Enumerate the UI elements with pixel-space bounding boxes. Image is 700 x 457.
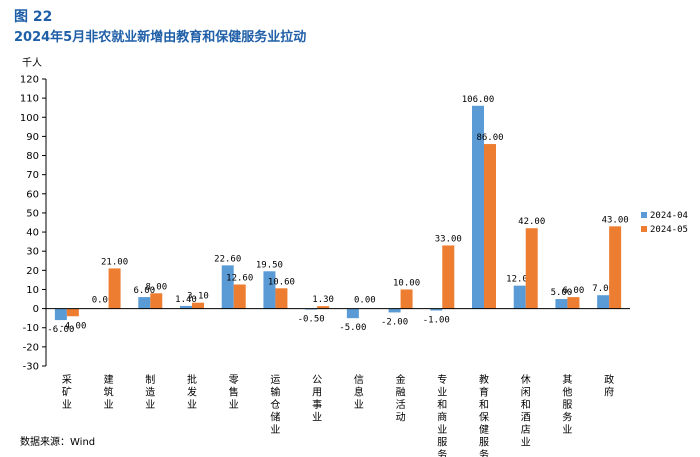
- chart-title: 2024年5月非农就业新增由教育和保健服务业拉动: [14, 30, 307, 45]
- data-label: 33.00: [435, 234, 462, 244]
- data-label: 12.60: [226, 273, 253, 283]
- y-tick-label: 110: [20, 94, 39, 105]
- y-tick-label: 40: [26, 228, 39, 239]
- y-tick-label: 70: [26, 170, 39, 181]
- bar-2024-05-14: [609, 226, 622, 309]
- bar-2024-05-5: [233, 284, 246, 309]
- y-tick-label: 80: [26, 151, 39, 162]
- bar-2024-05-1: [66, 308, 79, 317]
- bar-2024-04-4: [180, 305, 192, 309]
- bar-2024-05-2: [108, 268, 121, 309]
- data-label: 21.00: [101, 257, 128, 267]
- legend-swatch-2024-04: [641, 212, 647, 218]
- category-label-8: 信息业: [354, 374, 364, 411]
- data-label: 10.00: [393, 278, 420, 288]
- category-label-3: 制造业: [145, 373, 155, 411]
- y-tick-label: 50: [26, 208, 39, 219]
- y-tick-label: 0: [33, 304, 39, 315]
- y-tick-label: 120: [20, 75, 39, 86]
- data-label: 106.00: [462, 95, 495, 105]
- y-tick-label: -30: [23, 362, 39, 373]
- bar-2024-05-10: [442, 245, 455, 309]
- data-label: 3.10: [187, 292, 209, 302]
- bar-2024-04-9: [388, 308, 401, 313]
- category-label-11: 教育和保健服务: [479, 373, 489, 457]
- data-label: -4.00: [59, 321, 86, 331]
- data-label: 22.60: [214, 254, 241, 264]
- data-label: 42.00: [518, 217, 545, 227]
- category-label-10: 专业和商业服务: [437, 373, 447, 457]
- bar-2024-05-11: [484, 144, 496, 309]
- bar-2024-05-13: [567, 297, 580, 309]
- data-label: 5.00: [551, 288, 573, 298]
- data-label: 1.40: [175, 295, 197, 305]
- data-label: 8.00: [145, 282, 167, 292]
- figure-number: 图 22: [14, 9, 53, 25]
- y-tick-label: 10: [26, 285, 39, 296]
- data-label: -1.00: [423, 316, 450, 326]
- data-label: 1.30: [312, 295, 334, 305]
- data-label: 6.00: [563, 286, 585, 296]
- data-label: 10.60: [268, 277, 295, 287]
- bar-2024-04-14: [597, 295, 610, 309]
- data-label: 6.00: [133, 286, 155, 296]
- category-label-6: 运输仓储业: [270, 374, 280, 436]
- data-label: -5.00: [339, 323, 366, 333]
- data-source: 数据来源：Wind: [20, 437, 96, 448]
- category-label-9: 金融活动: [396, 373, 406, 424]
- legend-label: 2024-05: [650, 225, 688, 235]
- bar-2024-04-11: [472, 105, 484, 309]
- y-tick-label: -20: [23, 342, 39, 353]
- category-label-14: 政府: [604, 373, 614, 399]
- bar-2024-05-3: [150, 293, 163, 309]
- data-label: -2.00: [381, 317, 408, 327]
- data-label: 12.00: [506, 275, 533, 285]
- bar-2024-05-6: [275, 288, 288, 309]
- bar-2024-04-12: [513, 285, 526, 309]
- data-label: 7.00: [592, 284, 614, 294]
- bar-2024-04-5: [221, 265, 234, 309]
- bar-2024-05-7: [317, 306, 330, 309]
- y-tick-label: 20: [26, 266, 39, 277]
- bar-2024-04-13: [555, 299, 568, 309]
- bar-2024-04-6: [263, 271, 276, 309]
- y-axis-unit: 千人: [22, 58, 42, 69]
- bar-2024-05-9: [400, 289, 413, 309]
- data-label: -0.50: [298, 315, 325, 325]
- bar-2024-04-3: [138, 297, 151, 309]
- legend-label: 2024-04: [650, 211, 688, 221]
- bar-2024-05-4: [192, 302, 204, 309]
- category-label-12: 休闲和酒店业: [521, 374, 531, 449]
- category-label-13: 其他服务业: [562, 374, 572, 436]
- y-tick-label: -10: [23, 323, 39, 334]
- bar-2024-04-1: [54, 308, 67, 321]
- data-label: 86.00: [476, 133, 503, 143]
- bar-2024-05-12: [525, 228, 538, 309]
- data-label: 0.00: [354, 296, 376, 306]
- data-label: 19.50: [256, 260, 283, 270]
- y-tick-label: 60: [26, 189, 39, 200]
- data-label: 43.00: [602, 215, 629, 225]
- category-label-2: 建筑业: [104, 373, 114, 411]
- category-label-1: 采矿业: [62, 374, 72, 411]
- y-tick-label: 90: [26, 132, 39, 143]
- data-label: 0.00: [92, 296, 114, 306]
- y-tick-label: 30: [26, 247, 39, 258]
- bar-2024-04-8: [346, 308, 359, 319]
- category-label-4: 批发业: [187, 373, 197, 411]
- category-label-7: 公用事业: [312, 375, 322, 424]
- y-tick-label: 100: [20, 113, 39, 124]
- bar-2024-04-10: [430, 308, 443, 311]
- data-label: -6.00: [47, 325, 74, 335]
- legend-swatch-2024-05: [641, 226, 647, 232]
- category-label-5: 零售业: [229, 374, 239, 411]
